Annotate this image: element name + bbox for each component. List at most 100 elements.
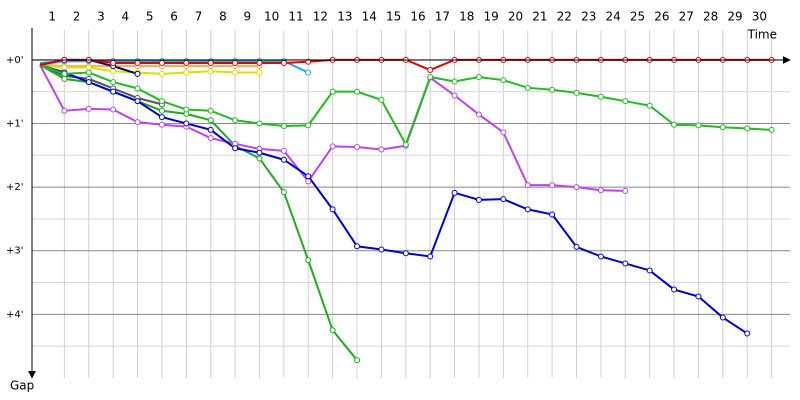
data-point — [768, 126, 775, 133]
y-tick-label: +1' — [6, 118, 24, 129]
x-tick-label: 3 — [97, 10, 105, 24]
x-tick-label: 11 — [288, 10, 303, 24]
data-point — [61, 64, 68, 71]
data-point — [329, 88, 336, 95]
data-point — [549, 182, 556, 189]
plot — [39, 56, 775, 364]
y-axis-label: Gap — [10, 379, 34, 393]
data-point — [378, 96, 385, 103]
x-tick-label: 23 — [581, 10, 596, 24]
data-point — [183, 69, 190, 76]
data-point — [305, 122, 312, 129]
grid — [32, 30, 790, 378]
data-point — [695, 122, 702, 129]
data-point — [305, 178, 312, 185]
x-tick-label: 15 — [386, 10, 401, 24]
data-point — [232, 69, 239, 76]
data-point — [158, 98, 165, 105]
data-point — [451, 189, 458, 196]
data-point — [110, 79, 117, 86]
data-point — [183, 60, 190, 66]
data-point — [158, 121, 165, 128]
data-point — [280, 147, 287, 154]
x-tick-label: 6 — [170, 10, 178, 24]
data-point — [646, 102, 653, 109]
x-tick-label: 2 — [73, 10, 81, 24]
data-point — [207, 135, 214, 142]
data-point — [134, 85, 141, 92]
x-tick-label: 7 — [195, 10, 203, 24]
y-tick-label: +4' — [6, 309, 24, 320]
data-point — [573, 184, 580, 191]
x-tick-label: 13 — [337, 10, 352, 24]
data-point — [402, 250, 409, 257]
x-tick-label: 9 — [243, 10, 251, 24]
data-point — [475, 196, 482, 203]
series-line — [39, 63, 260, 68]
data-point — [719, 314, 726, 321]
data-point — [500, 196, 507, 203]
data-point — [280, 123, 287, 129]
data-point — [354, 357, 361, 364]
data-point — [573, 89, 580, 96]
data-point — [280, 60, 287, 66]
x-tick-label: 10 — [264, 10, 279, 24]
data-point — [61, 70, 68, 77]
data-point — [256, 120, 263, 127]
x-tick-label: 12 — [313, 10, 328, 24]
data-point — [61, 75, 68, 82]
data-point — [549, 211, 556, 218]
data-point — [207, 107, 214, 114]
x-tick-label: 30 — [752, 10, 767, 24]
data-point — [305, 257, 312, 264]
data-point — [256, 155, 263, 162]
data-point — [110, 88, 117, 95]
data-point — [573, 243, 580, 250]
x-tick-label: 24 — [605, 10, 620, 24]
series-line — [39, 63, 260, 75]
data-point — [354, 144, 361, 150]
data-point — [329, 327, 336, 334]
data-point — [524, 206, 531, 213]
data-point — [475, 74, 482, 80]
x-tick-label: 27 — [679, 10, 694, 24]
data-point — [524, 182, 531, 189]
x-tick-label: 20 — [508, 10, 523, 24]
data-point — [354, 88, 361, 95]
data-point — [500, 77, 507, 84]
data-point — [183, 120, 190, 127]
data-point — [451, 92, 458, 99]
data-point — [646, 267, 653, 274]
data-point — [158, 107, 165, 114]
x-tick-label: 26 — [654, 10, 669, 24]
x-tick-label: 5 — [146, 10, 154, 24]
data-point — [744, 125, 751, 132]
data-point — [207, 126, 214, 133]
y-tick-label: +2' — [6, 182, 24, 193]
y-tick-label: +0' — [6, 55, 24, 66]
data-point — [110, 106, 117, 113]
x-tick-label: 16 — [410, 10, 425, 24]
data-point — [427, 67, 434, 73]
x-tick-label: 18 — [459, 10, 474, 24]
data-point — [671, 121, 678, 128]
data-point — [232, 117, 239, 124]
series-line — [39, 63, 163, 106]
data-point — [134, 119, 141, 126]
data-point — [207, 60, 214, 66]
data-point — [280, 156, 287, 163]
data-point — [549, 86, 556, 93]
x-tick-label: 17 — [435, 10, 450, 24]
data-point — [110, 68, 117, 75]
data-point — [695, 293, 702, 300]
data-point — [329, 143, 336, 150]
data-point — [475, 111, 482, 118]
data-point — [622, 187, 629, 194]
data-point — [597, 187, 604, 194]
x-tick-label: 1 — [48, 10, 56, 24]
data-point — [671, 286, 678, 293]
data-point — [597, 93, 604, 100]
data-point — [85, 69, 92, 76]
data-point — [207, 117, 214, 124]
